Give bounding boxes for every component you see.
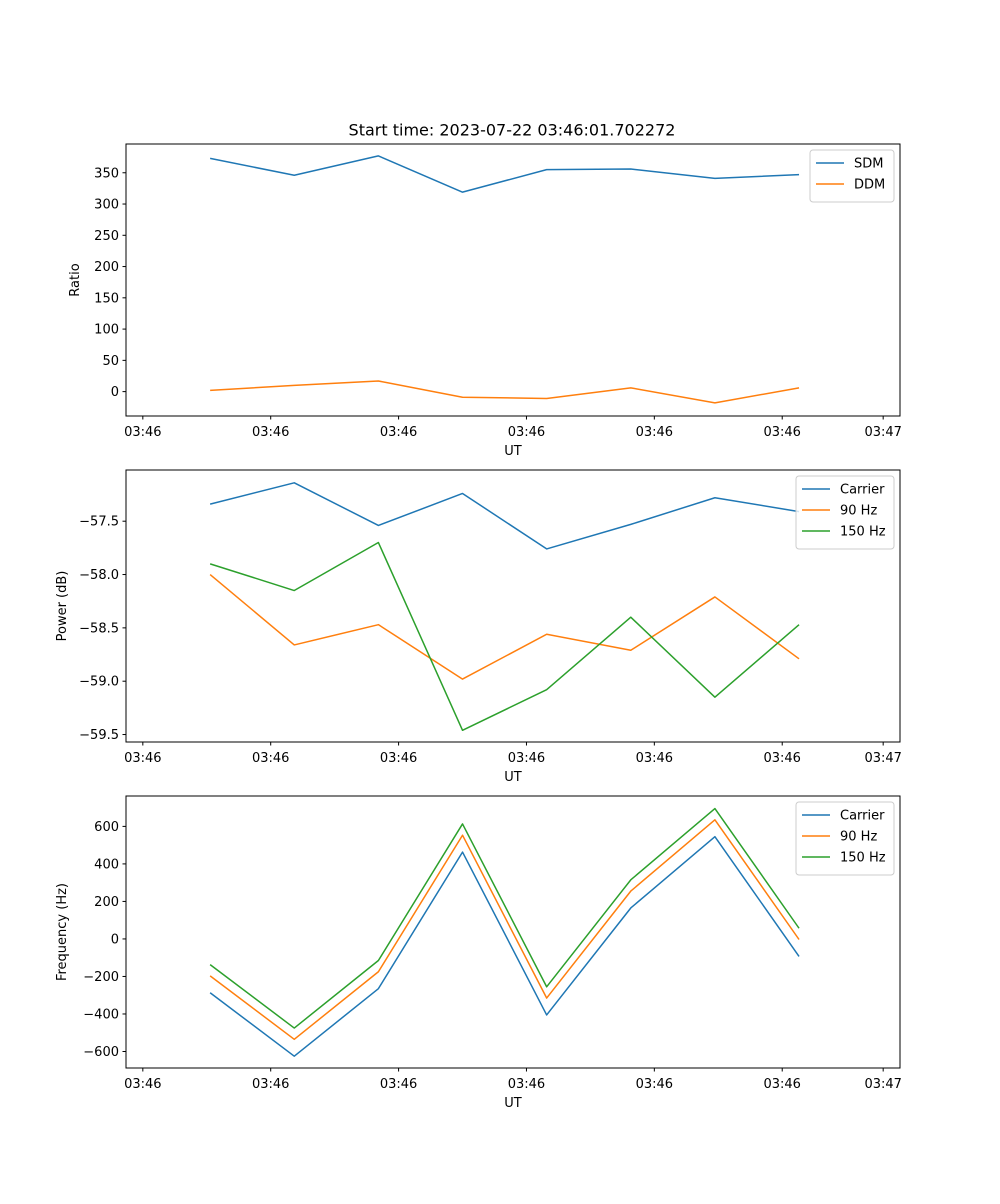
legend-label-carrier: Carrier: [840, 809, 885, 824]
chart-panel-2: 03:46 03:46 03:46 03:46 03:46 03:46 03:47 −57.5…: [55, 469, 902, 785]
y-tick-label: −57.5: [79, 515, 119, 530]
figure-title: Start time: 2023-07-22 03:46:01.702272: [349, 121, 676, 140]
legend-label-carrier: Carrier: [840, 483, 885, 498]
y-axis-label: Frequency (Hz): [55, 883, 70, 981]
x-axis-label: UT: [504, 444, 522, 459]
x-tick-label: 03:46: [380, 1077, 417, 1092]
x-tick-label: 03:47: [864, 1077, 901, 1092]
x-tick-label: 03:47: [864, 425, 901, 440]
y-tick-label: −58.0: [79, 568, 119, 583]
x-tick-label: 03:46: [763, 1077, 800, 1092]
y-tick-label: −59.5: [79, 728, 119, 743]
series-line-90-hz: [209, 819, 800, 1041]
y-axis-label: Ratio: [68, 263, 83, 296]
panels: 03:46 03:46 03:46 03:46 03:46 03:46 03:47 0 50 10…: [55, 143, 902, 1111]
series-line-sdm: [209, 155, 800, 193]
y-tick-label: −400: [83, 1007, 119, 1022]
legend-label-150-hz: 150 Hz: [840, 851, 886, 866]
series-line-90-hz: [209, 573, 800, 680]
x-tick-label: 03:46: [508, 425, 545, 440]
series-line-ddm: [210, 380, 800, 404]
chart-panel-3: 03:46 03:46 03:46 03:46 03:46 03:46 03:47 600 40…: [55, 795, 902, 1111]
x-tick-label: 03:46: [763, 425, 800, 440]
plot-frame: [125, 469, 901, 743]
y-tick-label: −600: [83, 1045, 119, 1060]
y-axis-label: Power (dB): [55, 571, 70, 642]
legend: SDM DDM: [809, 149, 895, 203]
series-line-carrier: [209, 482, 800, 550]
x-axis-label: UT: [504, 770, 522, 785]
x-tick-label: 03:46: [508, 751, 545, 766]
y-tick-label: 350: [94, 166, 119, 181]
y-tick-label: −200: [83, 970, 119, 985]
y-tick-label: 250: [94, 229, 119, 244]
x-tick-label: 03:46: [508, 1077, 545, 1092]
y-tick-label: 0: [111, 932, 119, 947]
x-tick-label: 03:46: [636, 751, 673, 766]
y-tick-label: 0: [111, 385, 119, 400]
y-tick-label: 600: [94, 820, 119, 835]
x-tick-label: 03:46: [636, 1077, 673, 1092]
legend-label-ddm: DDM: [854, 178, 885, 193]
x-tick-label: 03:46: [252, 1077, 289, 1092]
x-tick-label: 03:46: [380, 751, 417, 766]
x-tick-label: 03:46: [636, 425, 673, 440]
series-line-carrier: [209, 835, 800, 1057]
x-tick-label: 03:46: [124, 751, 161, 766]
plot-frame: [125, 795, 901, 1069]
x-tick-label: 03:46: [763, 751, 800, 766]
x-tick-label: 03:46: [124, 1077, 161, 1092]
legend: Carrier 90 Hz 150 Hz: [795, 801, 895, 876]
legend-label-sdm: SDM: [854, 157, 883, 172]
x-tick-label: 03:46: [252, 425, 289, 440]
x-tick-label: 03:46: [252, 751, 289, 766]
legend-label-90-hz: 90 Hz: [840, 830, 877, 845]
plot-frame: [125, 143, 901, 417]
y-tick-label: −58.5: [79, 621, 119, 636]
y-tick-label: 300: [94, 198, 119, 213]
series-line-150-hz: [209, 807, 800, 1029]
y-tick-label: 50: [102, 354, 119, 369]
y-tick-label: −59.0: [79, 675, 119, 690]
x-axis-label: UT: [504, 1096, 522, 1111]
chart-panel-1: 03:46 03:46 03:46 03:46 03:46 03:46 03:47 0 50 10…: [68, 143, 902, 459]
legend-label-150-hz: 150 Hz: [840, 525, 886, 540]
series-line-150-hz: [209, 541, 800, 732]
y-tick-label: 400: [94, 857, 119, 872]
legend: Carrier 90 Hz 150 Hz: [795, 475, 895, 550]
y-tick-label: 200: [94, 260, 119, 275]
x-tick-label: 03:46: [380, 425, 417, 440]
y-tick-label: 200: [94, 895, 119, 910]
legend-label-90-hz: 90 Hz: [840, 504, 877, 519]
y-tick-label: 100: [94, 323, 119, 338]
x-tick-label: 03:46: [124, 425, 161, 440]
y-tick-label: 150: [94, 291, 119, 306]
x-tick-label: 03:47: [864, 751, 901, 766]
